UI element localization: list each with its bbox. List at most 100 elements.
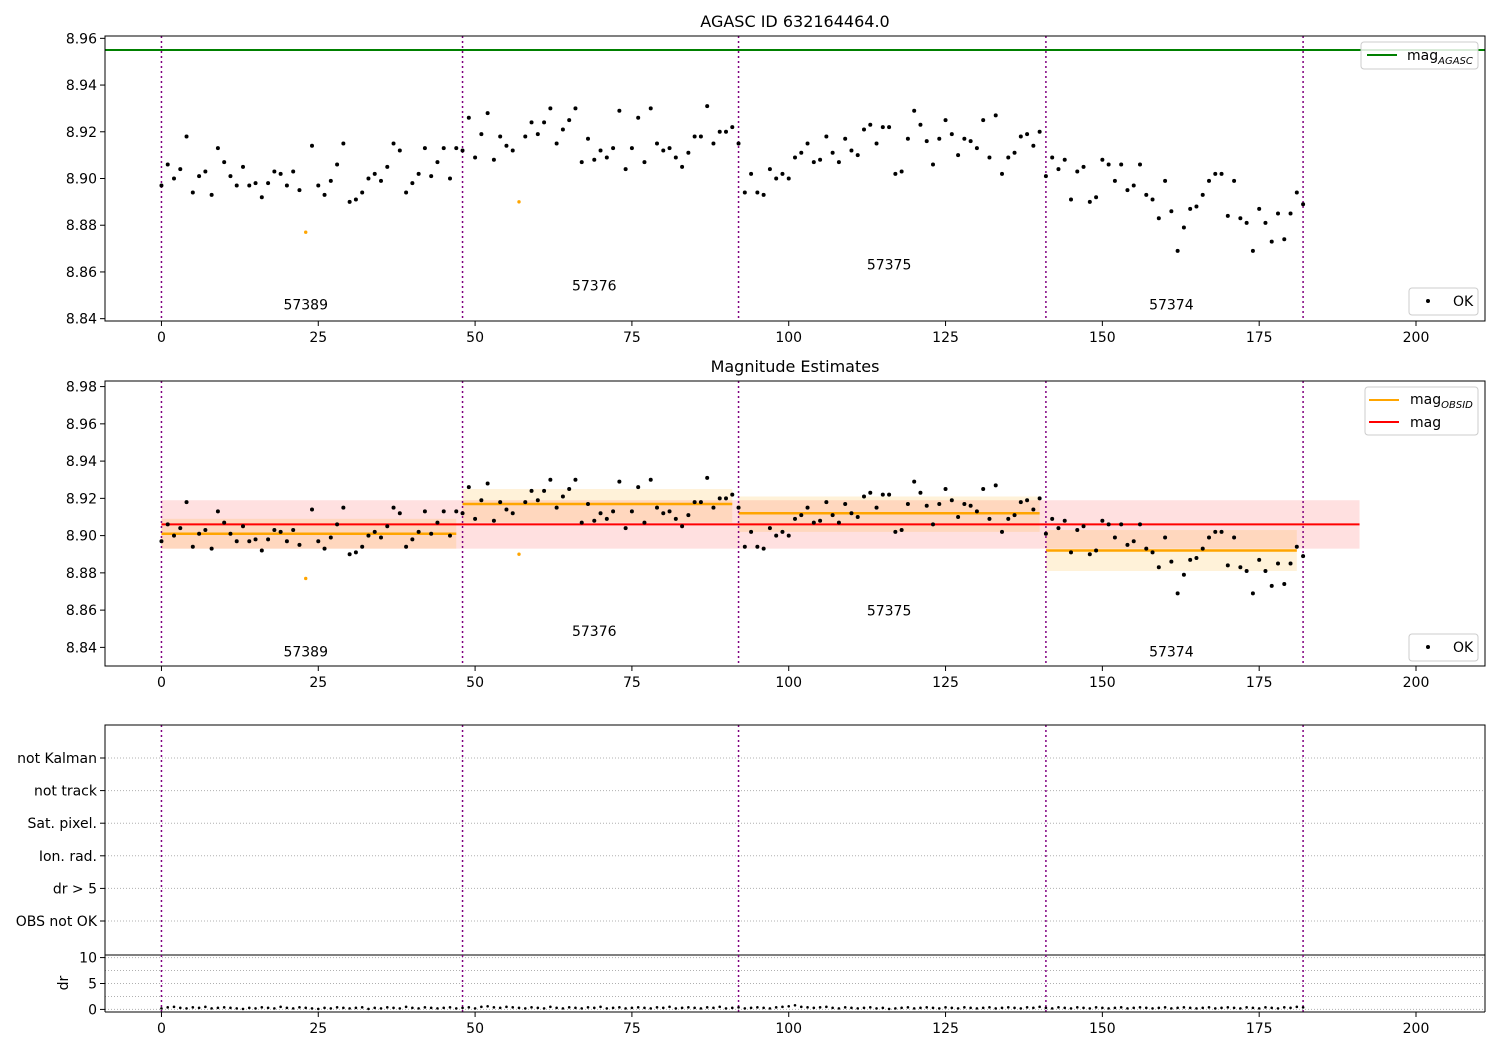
agasc-data-point — [341, 141, 346, 146]
dr-data-point — [988, 1006, 991, 1009]
flag-label-0: not Kalman — [17, 751, 97, 767]
dr-data-point — [273, 1007, 276, 1010]
agasc-data-point — [1006, 155, 1011, 160]
estimates-data-point — [1087, 552, 1092, 557]
dr-ytick-label-2: 10 — [79, 951, 97, 967]
estimates-data-point — [1232, 535, 1237, 540]
estimates-data-point — [1219, 529, 1224, 534]
agasc-data-point — [617, 108, 622, 113]
estimates-data-point — [178, 526, 183, 531]
dr-data-point — [178, 1006, 182, 1010]
dr-data-point — [1295, 1005, 1299, 1009]
dr-data-point — [793, 1003, 797, 1007]
agasc-data-point — [598, 148, 603, 153]
dr-data-point — [1088, 1007, 1092, 1010]
dr-data-point — [718, 1005, 722, 1009]
dr-data-point — [1032, 1006, 1035, 1010]
agasc-data-point — [855, 153, 860, 158]
agasc-data-point — [197, 174, 202, 179]
estimates-data-point — [673, 516, 678, 521]
agasc-data-point — [184, 134, 189, 139]
dr-data-point — [668, 1005, 671, 1009]
dr-data-point — [254, 1007, 257, 1010]
dr-xtick-label-25: 25 — [309, 1021, 327, 1037]
agasc-data-point — [1037, 129, 1042, 134]
agasc-data-point — [372, 171, 377, 176]
dr-data-point — [222, 1006, 226, 1009]
estimates-data-point — [391, 505, 396, 510]
estimates-data-point — [1094, 548, 1099, 553]
dr-xtick-label-175: 175 — [1246, 1021, 1273, 1037]
agasc-data-point — [1056, 167, 1061, 172]
legend-label-ok-panel2: OK — [1453, 640, 1474, 656]
axes-agasc: 0 25 50 75 100 125 150 175 200 8.84 8.86 8.88 8.90 8.… — [66, 31, 1430, 346]
flag-label-1: not track — [34, 784, 98, 800]
agasc-data-point — [799, 150, 804, 155]
dr-data-point — [743, 1007, 747, 1010]
agasc-ytick-label-4: 8.92 — [66, 125, 97, 141]
estimates-data-point — [987, 516, 992, 521]
estimates-data-point — [1144, 546, 1149, 551]
agasc-ytick-label-5: 8.94 — [66, 78, 97, 94]
dr-data-point — [1182, 1006, 1186, 1009]
dr-data-point — [329, 1007, 333, 1010]
dr-data-point — [981, 1006, 985, 1010]
dr-data-point — [1113, 1006, 1117, 1010]
estimates-data-point — [843, 501, 848, 506]
dr-data-point — [1075, 1006, 1079, 1009]
dr-data-point — [160, 1007, 163, 1010]
dr-data-point — [900, 1006, 903, 1010]
agasc-data-point — [1232, 178, 1237, 183]
agasc-data-point — [1112, 178, 1117, 183]
dr-data-point — [636, 1006, 640, 1009]
legend-label-mag: mag — [1410, 415, 1441, 431]
agasc-data-point — [429, 174, 434, 179]
dr-data-point — [599, 1005, 602, 1009]
estimates-data-point — [253, 537, 258, 542]
estimates-data-point — [397, 511, 402, 516]
dr-data-point — [185, 1007, 188, 1010]
dr-data-point — [1119, 1006, 1123, 1009]
agasc-data-point — [912, 108, 917, 113]
estimates-data-point — [535, 498, 540, 503]
agasc-data-point — [1207, 178, 1211, 183]
agasc-data-point — [573, 106, 578, 111]
agasc-data-point — [843, 136, 848, 141]
estimates-data-point — [1056, 526, 1061, 531]
estimates-data-point — [623, 526, 628, 531]
agasc-data-point — [504, 143, 509, 148]
estimates-data-point — [724, 496, 728, 501]
agasc-data-point — [259, 195, 264, 200]
dr-data-point — [411, 1006, 414, 1010]
estimates-data-point — [573, 477, 578, 482]
agasc-data-point — [448, 176, 452, 181]
dr-xtick-label-75: 75 — [623, 1021, 641, 1037]
estimates-data-point — [698, 500, 703, 505]
dr-data-point — [423, 1006, 427, 1009]
agasc-data-point — [479, 132, 484, 137]
estimates-data-point — [222, 520, 227, 525]
legend-label-mag-obsid-base: mag — [1410, 392, 1441, 408]
flag-label-2: Sat. pixel. — [28, 816, 97, 832]
agasc-data-point — [460, 148, 465, 153]
agasc-data-point — [680, 164, 685, 169]
dr-data-point — [643, 1006, 646, 1010]
agasc-data-point — [1276, 211, 1280, 216]
dr-data-point — [699, 1007, 703, 1010]
agasc-data-point — [491, 157, 496, 162]
agasc-data-point — [931, 162, 935, 167]
dr-data-point — [605, 1007, 609, 1010]
estimates-data-point — [466, 485, 471, 490]
estimates-data-point — [209, 546, 214, 551]
dr-axis-label: dr — [56, 975, 72, 990]
dr-data-point — [567, 1006, 571, 1009]
dr-data-point — [448, 1006, 452, 1009]
dr-data-point — [705, 1006, 709, 1009]
dr-data-point — [944, 1006, 947, 1009]
estimates-xtick-label-50: 50 — [466, 675, 484, 691]
estimates-data-point — [523, 500, 528, 505]
agasc-data-point — [272, 169, 277, 174]
dr-data-point — [480, 1005, 483, 1009]
estimates-data-point — [404, 544, 409, 549]
estimates-data-point — [485, 481, 490, 486]
